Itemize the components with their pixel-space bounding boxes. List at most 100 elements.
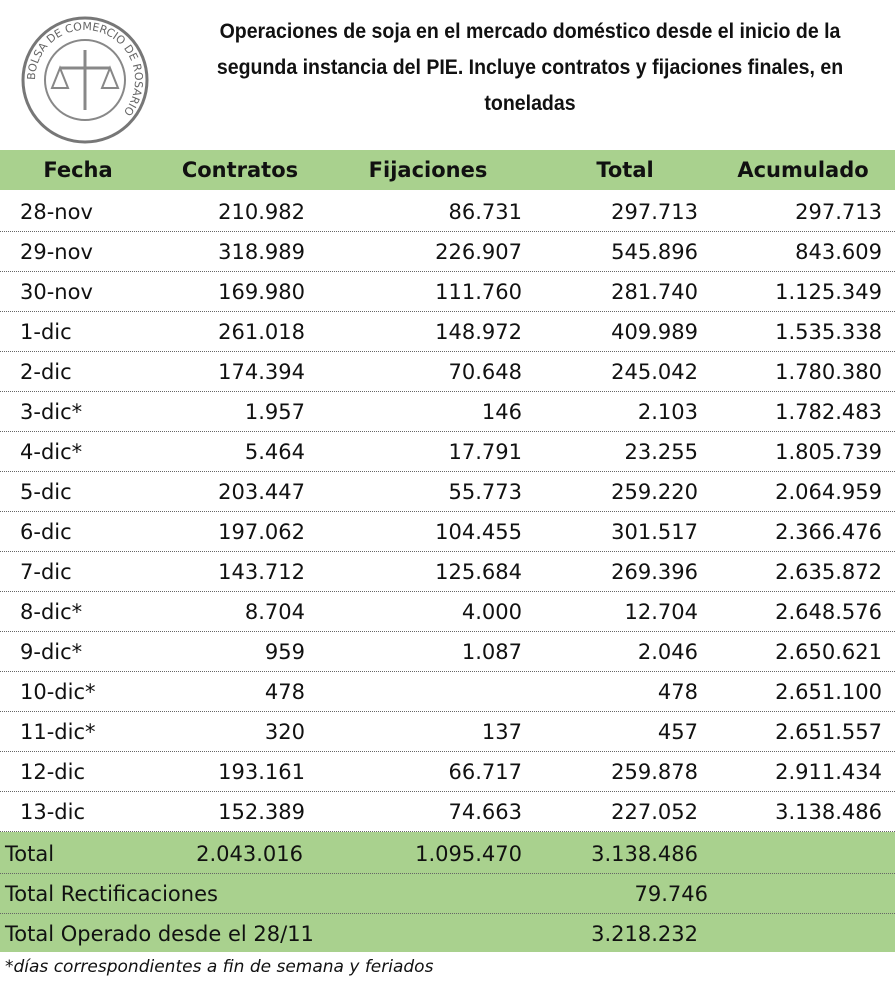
number-cell: 2.651.557 (775, 720, 882, 744)
row-separator (0, 431, 895, 432)
number-cell: 269.396 (611, 560, 698, 584)
number-cell: 843.609 (795, 240, 882, 264)
title: Operaciones de soja en el mercado domést… (216, 20, 844, 115)
number-cell: 12.704 (624, 600, 698, 624)
number-cell: 66.717 (448, 760, 522, 784)
number-cell: 2.911.434 (775, 760, 882, 784)
date-cell: 10-dic* (20, 680, 96, 704)
number-cell: 457 (657, 720, 698, 744)
row-separator (0, 391, 895, 392)
column-header: Contratos (181, 158, 299, 182)
row-separator (0, 671, 895, 672)
number-cell: 226.907 (435, 240, 522, 264)
row-separator (0, 631, 895, 632)
number-cell: 1.535.338 (775, 320, 882, 344)
footnote: *días correspondientes a fin de semana y… (5, 957, 434, 977)
rectificaciones-value: 79.746 (634, 882, 708, 906)
number-cell: 1.782.483 (775, 400, 882, 424)
date-cell: 2-dic (20, 360, 72, 384)
number-cell: 409.989 (611, 320, 698, 344)
column-header: Fecha (43, 158, 113, 182)
row-separator (0, 711, 895, 712)
number-cell: 1.125.349 (775, 280, 882, 304)
number-cell: 2.366.476 (775, 520, 882, 544)
number-cell: 261.018 (218, 320, 305, 344)
number-cell: 227.052 (611, 800, 698, 824)
number-cell: 3.138.486 (775, 800, 882, 824)
row-separator (0, 231, 895, 232)
number-cell: 281.740 (611, 280, 698, 304)
number-cell: 104.455 (435, 520, 522, 544)
number-cell: 478 (264, 680, 305, 704)
date-cell: 8-dic* (20, 600, 83, 624)
number-cell: 203.447 (218, 480, 305, 504)
number-cell: 169.980 (218, 280, 305, 304)
row-separator (0, 751, 895, 752)
number-cell: 1.805.739 (775, 440, 882, 464)
row-separator (0, 311, 895, 312)
row-separator (0, 791, 895, 792)
number-cell: 55.773 (448, 480, 522, 504)
date-cell: 11-dic* (20, 720, 96, 744)
number-cell: 2.648.576 (775, 600, 882, 624)
number-cell: 1.780.380 (775, 360, 882, 384)
header-band (0, 150, 895, 190)
rectificaciones-label: Total Rectificaciones (5, 882, 218, 906)
number-cell: 2.650.621 (775, 640, 882, 664)
number-cell: 23.255 (624, 440, 698, 464)
number-cell: 320 (264, 720, 305, 744)
number-cell: 245.042 (611, 360, 698, 384)
number-cell: 5.464 (244, 440, 305, 464)
number-cell: 197.062 (218, 520, 305, 544)
number-cell: 2.046 (637, 640, 698, 664)
column-header: Fijaciones (368, 158, 488, 182)
number-cell: 1.957 (244, 400, 305, 424)
row-separator (0, 591, 895, 592)
column-header: Total (596, 158, 654, 182)
date-cell: 9-dic* (20, 640, 83, 664)
number-cell: 478 (657, 680, 698, 704)
number-cell: 297.713 (795, 200, 882, 224)
number-cell: 148.972 (435, 320, 522, 344)
number-cell: 143.712 (218, 560, 305, 584)
row-separator (0, 873, 895, 874)
totals-value: 3.138.486 (591, 842, 698, 866)
row-separator (0, 511, 895, 512)
totals-label: Total (5, 842, 55, 866)
number-cell: 545.896 (611, 240, 698, 264)
date-cell: 6-dic (20, 520, 72, 544)
totals-value: 2.043.016 (196, 842, 303, 866)
number-cell: 210.982 (218, 200, 305, 224)
number-cell: 1.087 (461, 640, 522, 664)
number-cell: 959 (264, 640, 305, 664)
totals-band (0, 832, 895, 952)
number-cell: 152.389 (218, 800, 305, 824)
row-separator (0, 831, 895, 832)
operado-value: 3.218.232 (591, 922, 698, 946)
date-cell: 28-nov (20, 200, 93, 224)
number-cell: 137 (481, 720, 522, 744)
row-separator (0, 471, 895, 472)
number-cell: 2.103 (637, 400, 698, 424)
number-cell: 2.635.872 (775, 560, 882, 584)
number-cell: 2.651.100 (775, 680, 882, 704)
date-cell: 12-dic (20, 760, 86, 784)
number-cell: 17.791 (448, 440, 522, 464)
number-cell: 193.161 (218, 760, 305, 784)
date-cell: 4-dic* (20, 440, 83, 464)
number-cell: 297.713 (611, 200, 698, 224)
number-cell: 2.064.959 (775, 480, 882, 504)
operado-label: Total Operado desde el 28/11 (5, 922, 314, 946)
number-cell: 8.704 (244, 600, 305, 624)
date-cell: 5-dic (20, 480, 72, 504)
number-cell: 111.760 (435, 280, 522, 304)
number-cell: 259.220 (611, 480, 698, 504)
date-cell: 1-dic (20, 320, 72, 344)
column-header: Acumulado (737, 158, 869, 182)
number-cell: 301.517 (611, 520, 698, 544)
number-cell: 146 (481, 400, 522, 424)
number-cell: 125.684 (435, 560, 522, 584)
row-separator (0, 351, 895, 352)
number-cell: 318.989 (218, 240, 305, 264)
number-cell: 4.000 (461, 600, 522, 624)
